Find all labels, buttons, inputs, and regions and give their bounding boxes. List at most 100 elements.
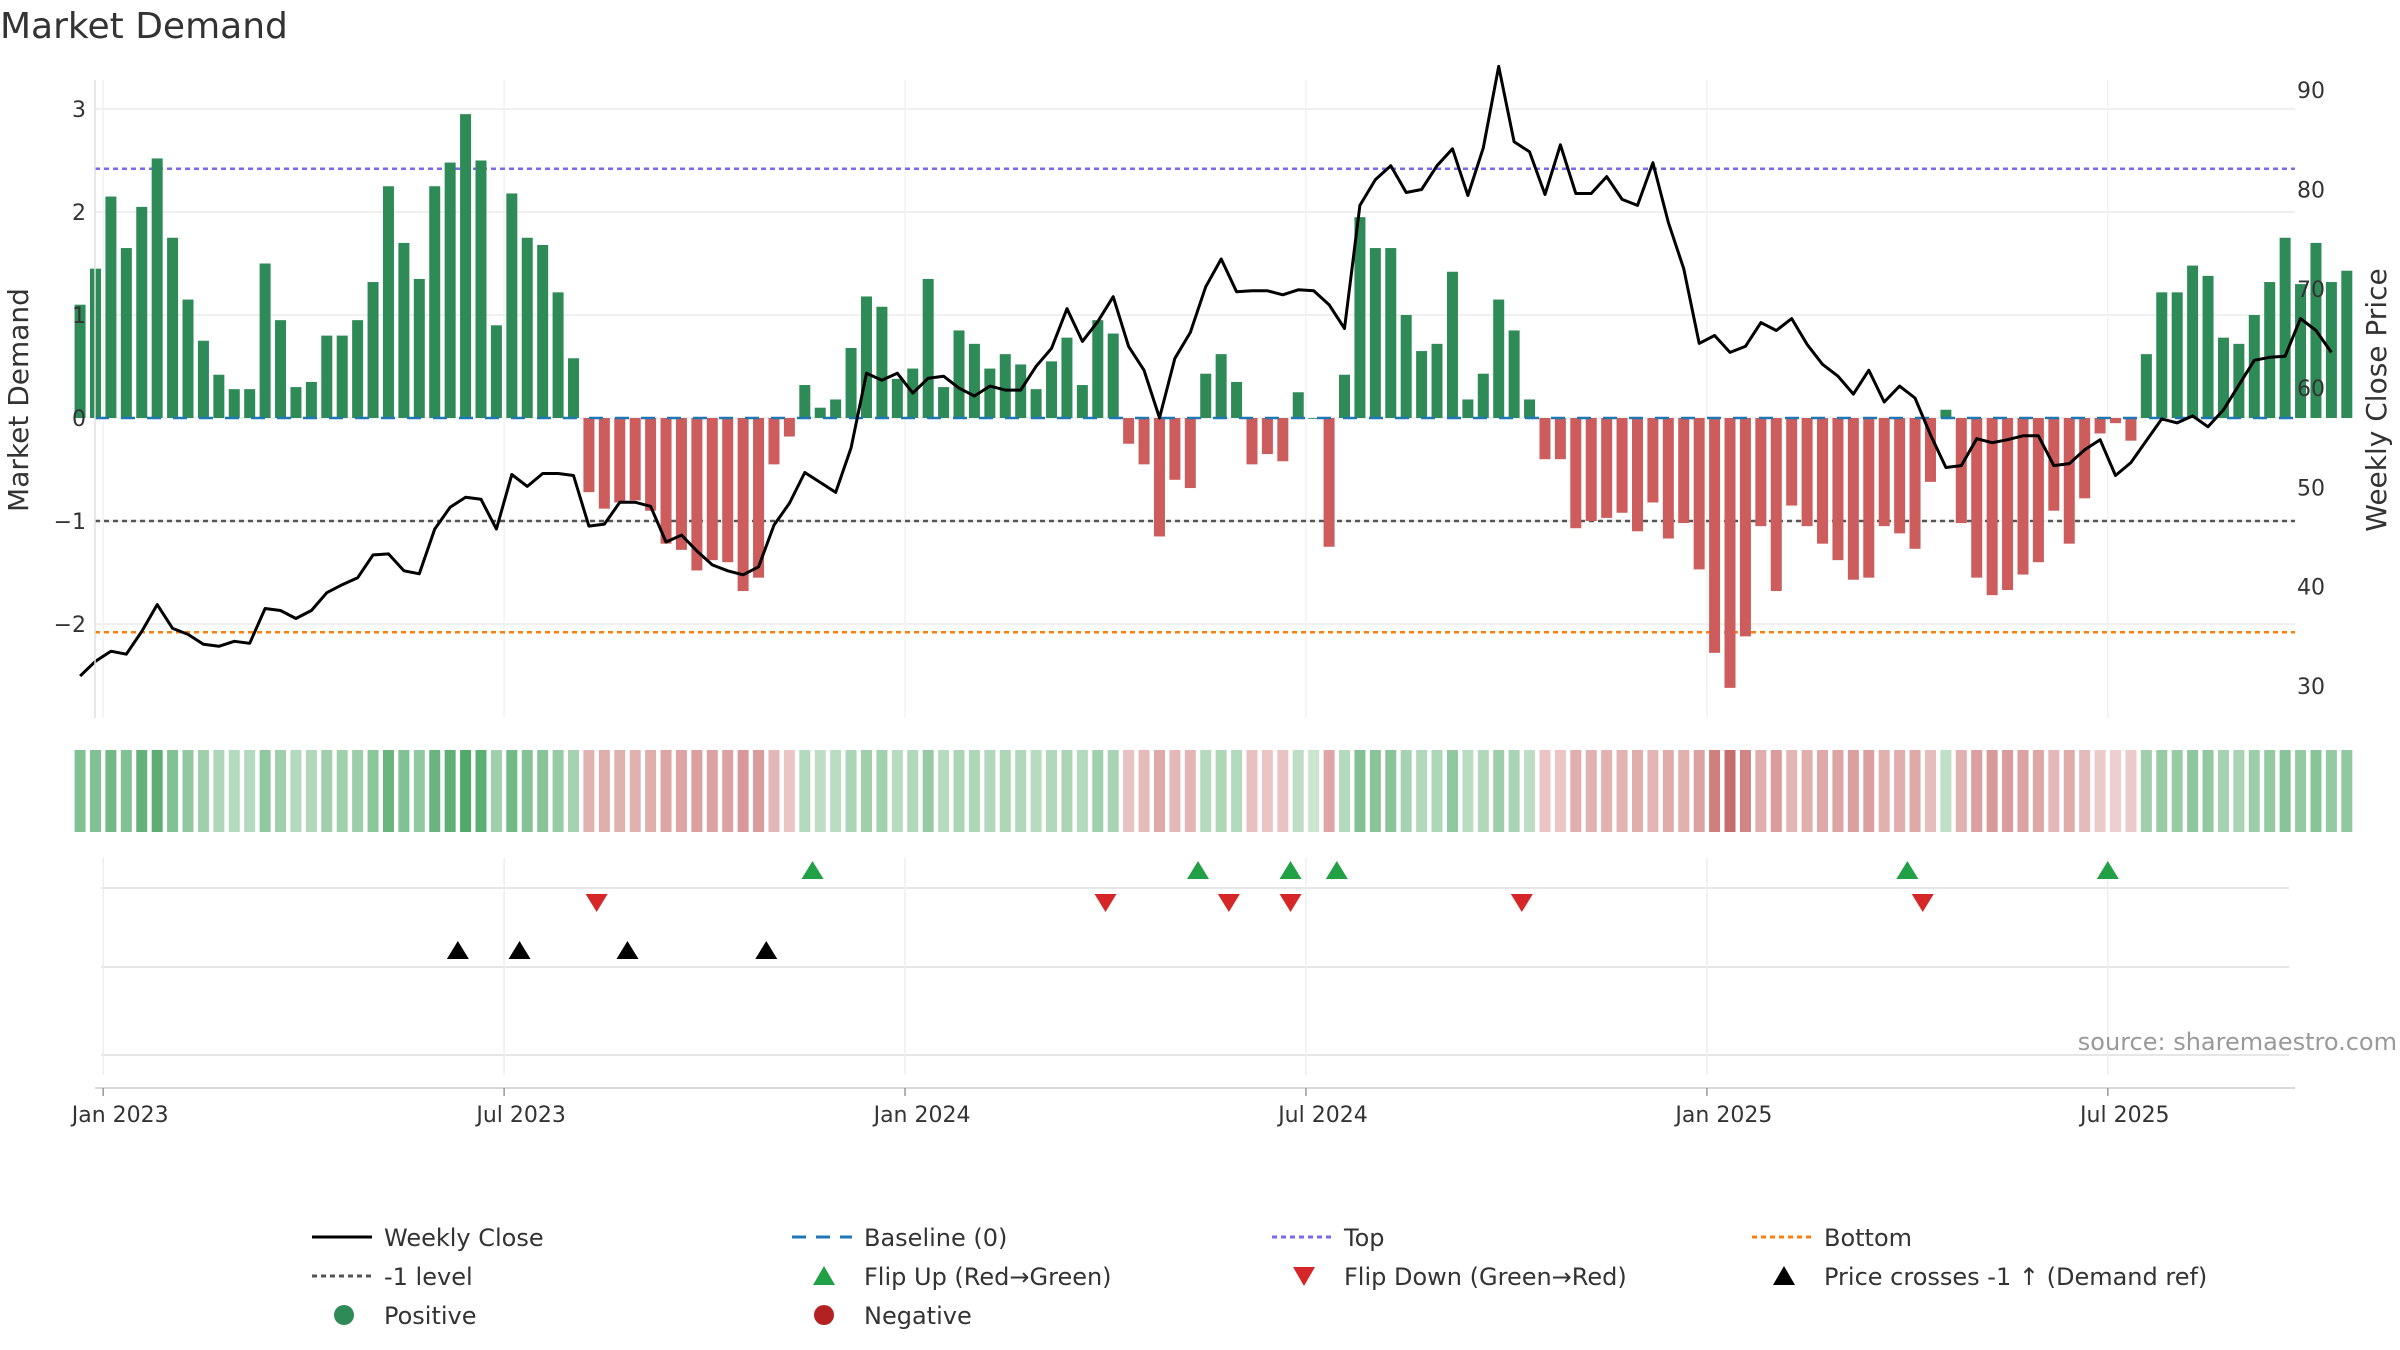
heat-cell — [1755, 750, 1767, 832]
demand-bar — [938, 387, 950, 418]
heat-cell — [968, 750, 980, 832]
heat-cell — [783, 750, 795, 832]
demand-bar — [1647, 418, 1659, 503]
heat-cell — [2341, 750, 2353, 832]
heat-cell — [228, 750, 240, 832]
demand-bar — [984, 368, 996, 418]
legend-swatch-triangle-up — [1773, 1266, 1795, 1285]
legend-label: Price crosses -1 ↑ (Demand ref) — [1824, 1263, 2207, 1291]
demand-bar — [506, 193, 518, 418]
heat-cell — [2032, 750, 2044, 832]
demand-bar — [1400, 315, 1412, 418]
heat-cell — [1924, 750, 1936, 832]
chart-title: Market Demand — [0, 6, 288, 47]
legend-swatch-dot-marker — [814, 1305, 834, 1325]
demand-bar — [290, 387, 302, 418]
demand-bar — [398, 242, 410, 418]
demand-bar — [2187, 265, 2199, 418]
heat-cell — [1786, 750, 1798, 832]
demand-bar — [953, 330, 965, 418]
legend-label: Bottom — [1824, 1224, 1912, 1252]
demand-bar — [1817, 418, 1829, 544]
demand-bar — [1894, 418, 1906, 534]
heat-cell — [737, 750, 749, 832]
flip-up-marker — [801, 861, 824, 879]
demand-bar — [1493, 299, 1505, 418]
heat-cell — [1709, 750, 1721, 832]
y-tick-label: 0 — [72, 407, 86, 432]
demand-bar — [1539, 418, 1551, 460]
demand-bar — [74, 304, 86, 418]
heat-cell — [1524, 750, 1536, 832]
legend-item: Negative — [814, 1302, 972, 1330]
y2-tick-label: 60 — [2297, 377, 2325, 402]
demand-bar — [2156, 292, 2168, 418]
demand-bar — [1477, 373, 1489, 418]
cross-marker — [755, 941, 778, 959]
heat-cell — [1246, 750, 1258, 832]
demand-bar — [799, 385, 811, 418]
heat-cell — [691, 750, 703, 832]
demand-bar — [2017, 418, 2029, 575]
heat-cell — [259, 750, 271, 832]
heat-cell — [1940, 750, 1952, 832]
demand-bar — [1431, 343, 1443, 418]
heat-cell — [2156, 750, 2168, 832]
heat-cell — [1971, 750, 1983, 832]
y-axis-label: Market Demand — [2, 288, 35, 512]
demand-bar — [382, 186, 394, 418]
demand-bar — [1878, 418, 1890, 527]
heat-cell — [1894, 750, 1906, 832]
demand-bar — [1076, 385, 1088, 418]
demand-bar — [1570, 418, 1582, 529]
cross-marker — [508, 941, 531, 959]
demand-bar — [1308, 418, 1320, 419]
legend-label: Negative — [864, 1302, 972, 1330]
heat-cell — [1015, 750, 1027, 832]
demand-bar — [1462, 399, 1474, 418]
heat-cell — [521, 750, 533, 832]
legend-item: Weekly Close — [312, 1224, 544, 1252]
heat-cell — [1647, 750, 1659, 832]
demand-bar — [2248, 315, 2260, 418]
y2-tick-label: 80 — [2297, 179, 2325, 204]
demand-bar — [1169, 418, 1181, 480]
y2-tick-label: 50 — [2297, 476, 2325, 501]
demand-bar — [783, 418, 795, 437]
demand-bar — [1770, 418, 1782, 592]
heat-cell — [1570, 750, 1582, 832]
heat-cell — [1462, 750, 1474, 832]
heat-cell — [2063, 750, 2075, 832]
heat-cell — [2171, 750, 2183, 832]
heat-cell — [460, 750, 472, 832]
heat-cell — [1308, 750, 1320, 832]
demand-bar — [213, 374, 225, 418]
y2-tick-label: 40 — [2297, 576, 2325, 601]
y2-tick-label: 30 — [2297, 675, 2325, 700]
demand-bar — [1693, 418, 1705, 570]
heat-cell — [444, 750, 456, 832]
heat-cell — [429, 750, 441, 832]
heat-cell — [660, 750, 672, 832]
demand-bar — [259, 263, 271, 418]
demand-bar — [706, 418, 718, 561]
demand-bar — [568, 358, 580, 418]
heat-cell — [583, 750, 595, 832]
demand-bar — [2295, 284, 2307, 418]
heat-cell — [1385, 750, 1397, 832]
demand-bar — [1971, 418, 1983, 578]
demand-bar — [1909, 418, 1921, 549]
demand-bar — [2125, 418, 2137, 441]
y2-tick-label: 70 — [2297, 278, 2325, 303]
flip-down-marker — [1911, 894, 1934, 912]
demand-bar — [645, 418, 657, 511]
heat-cell — [876, 750, 888, 832]
x-tick-label: Jul 2024 — [1276, 1103, 1368, 1128]
legend-label: -1 level — [384, 1263, 473, 1291]
heat-cell — [1092, 750, 1104, 832]
demand-bar — [1616, 418, 1628, 513]
heat-cell — [275, 750, 287, 832]
heat-cell — [2279, 750, 2291, 832]
flip-down-marker — [1510, 894, 1533, 912]
demand-bar — [1955, 418, 1967, 524]
